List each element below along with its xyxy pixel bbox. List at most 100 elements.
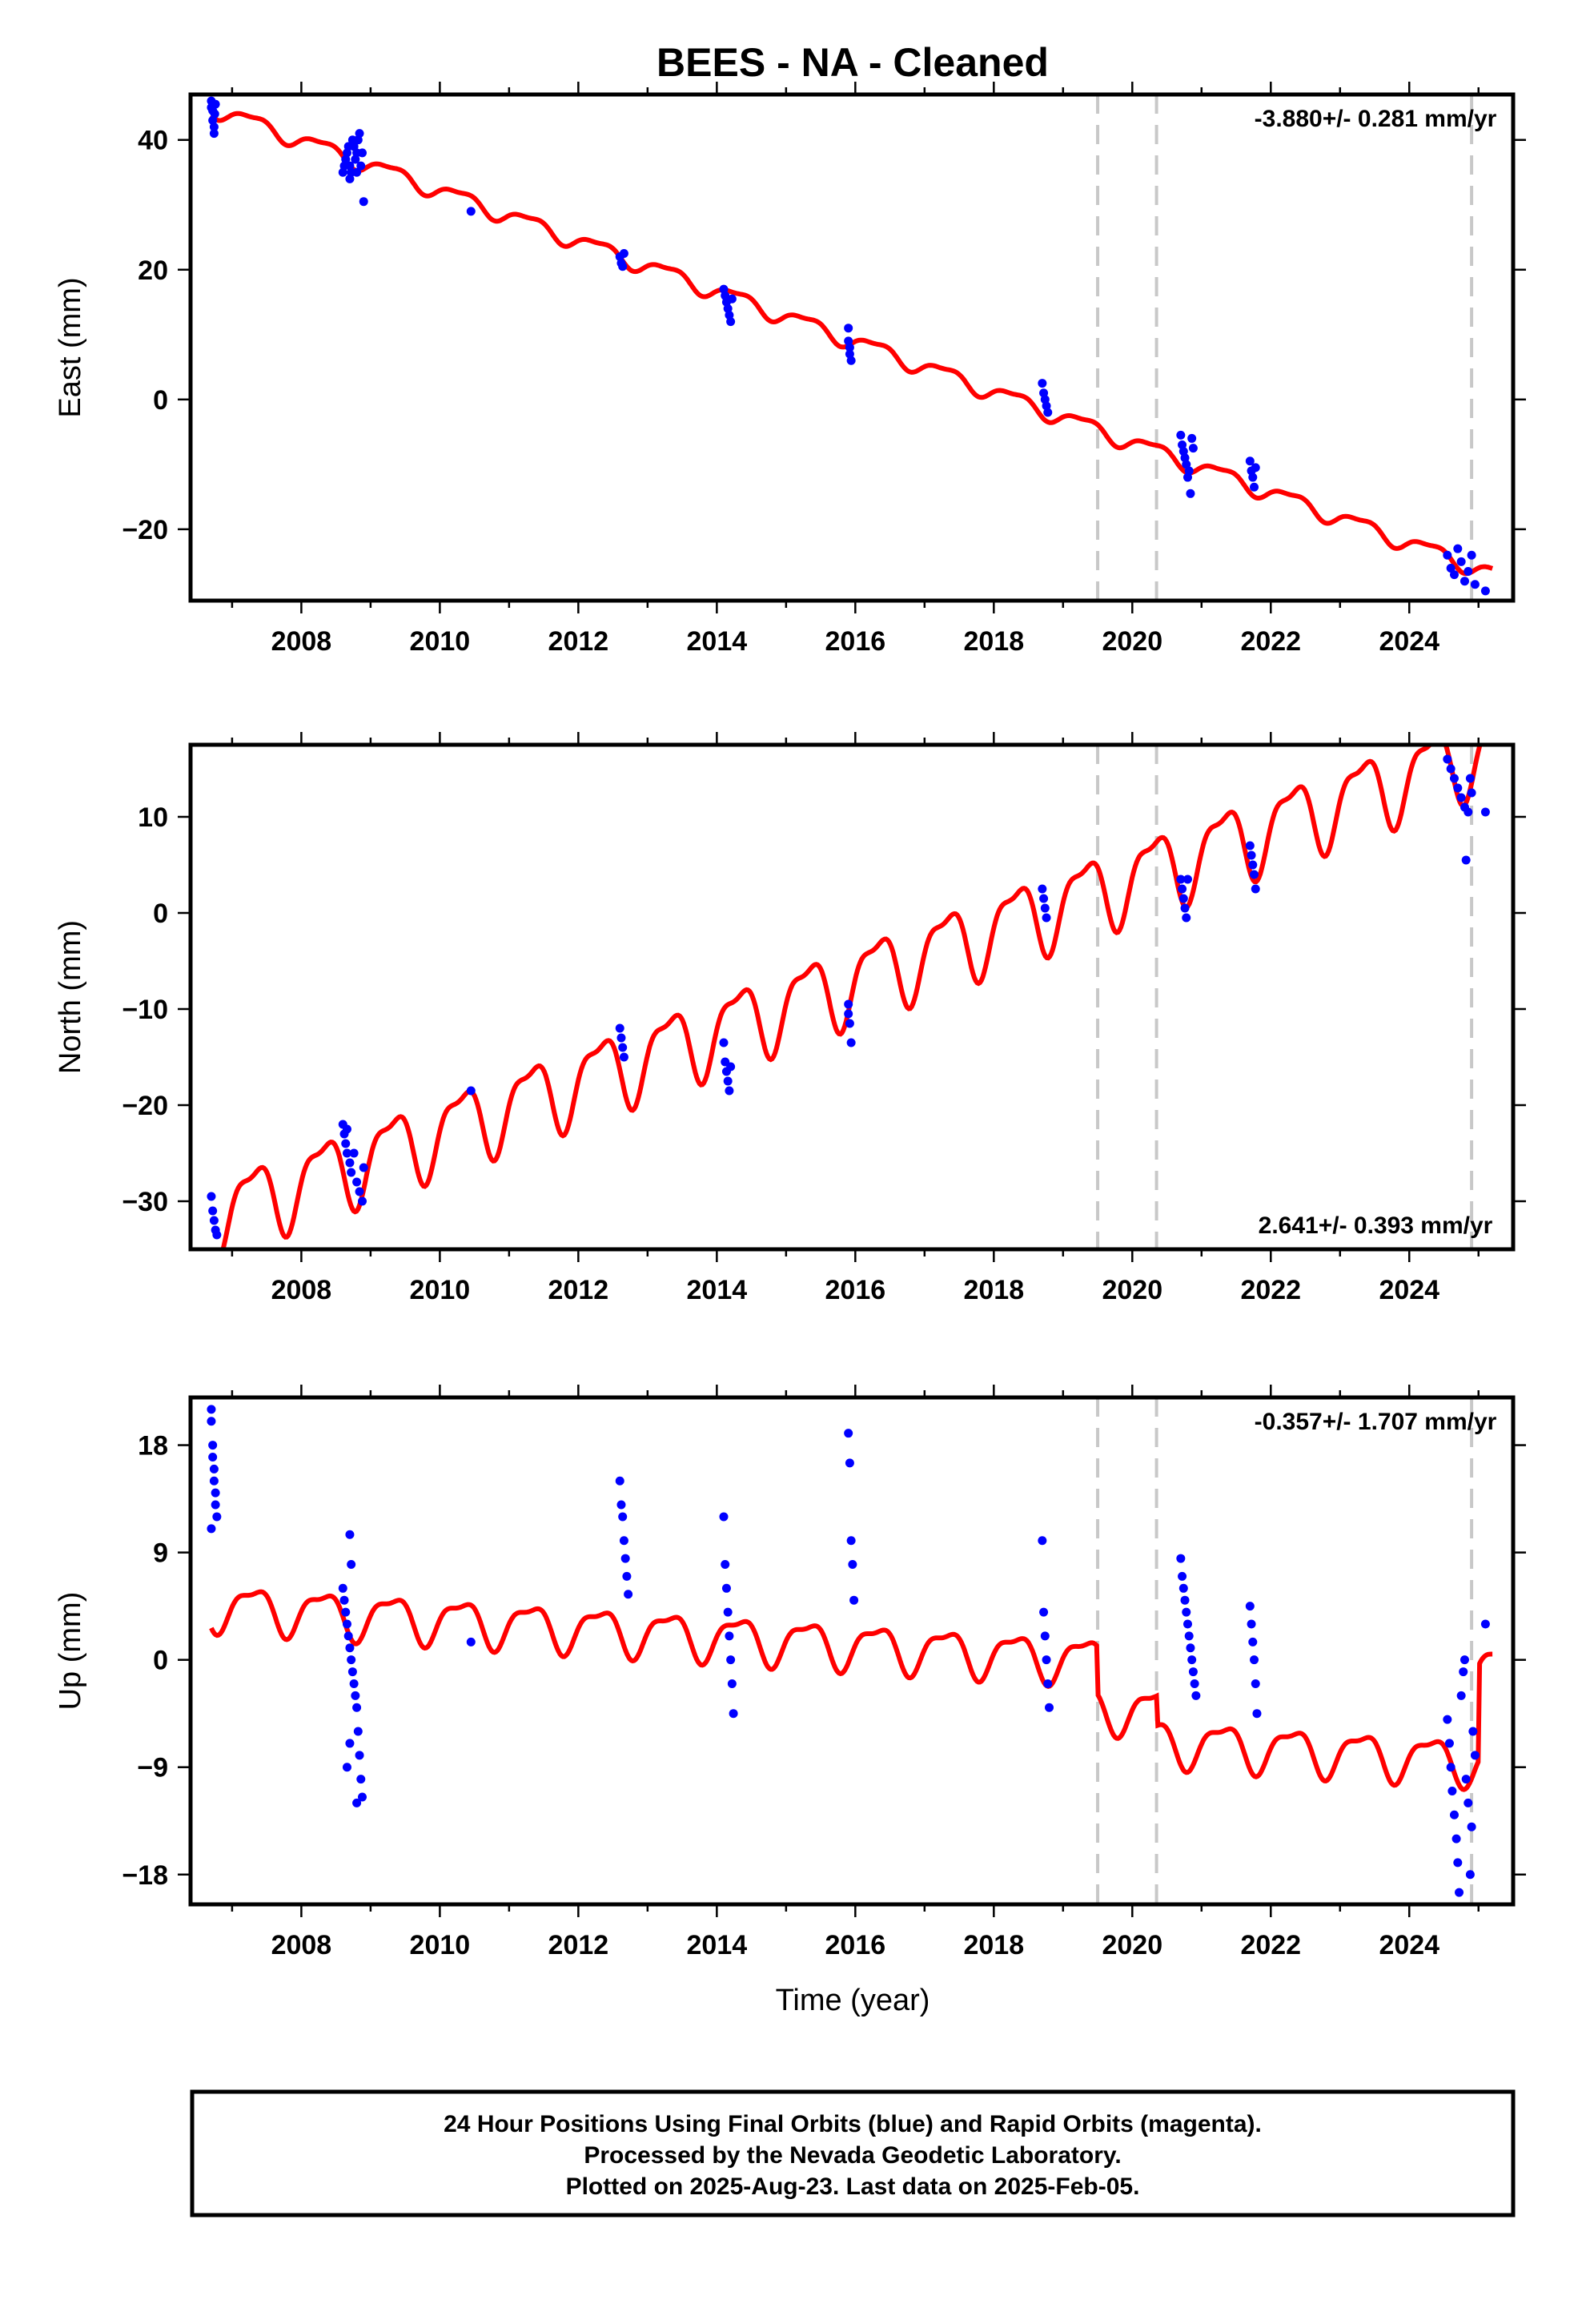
east-data-point (1456, 557, 1466, 566)
up-data-point (723, 1607, 733, 1617)
north-data-point (1446, 764, 1456, 774)
east-data-point (1464, 567, 1473, 577)
up-data-point (615, 1476, 624, 1486)
up-data-point (1452, 1834, 1461, 1844)
y-tick-label: −9 (137, 1753, 168, 1783)
north-data-point (1251, 884, 1260, 894)
x-tick-label: 2018 (963, 1275, 1024, 1305)
north-data-point (341, 1139, 351, 1148)
x-tick-label: 2012 (548, 626, 609, 657)
x-tick-label: 2008 (271, 1275, 332, 1305)
up-data-point (1186, 1643, 1195, 1653)
x-tick-label: 2024 (1379, 1930, 1439, 1960)
up-data-point (355, 1751, 364, 1760)
plot-frame (188, 92, 1516, 603)
rate-label: -3.880+/- 0.281 mm/yr (1255, 106, 1497, 132)
footer-line-2: Processed by the Nevada Geodetic Laborat… (584, 2142, 1121, 2169)
north-data-point (1247, 850, 1256, 860)
north-data-point (352, 1177, 362, 1187)
east-data-point (1038, 379, 1047, 388)
up-data-point (1247, 1619, 1256, 1629)
up-data-point (1443, 1715, 1452, 1724)
up-data-point (1453, 1858, 1463, 1868)
up-data-point (845, 1458, 854, 1468)
north-data-point (1465, 774, 1475, 783)
footer-box: 24 Hour Positions Using Final Orbits (bl… (190, 2089, 1516, 2217)
east-data-point (358, 148, 367, 158)
up-panel: 2008 2010 2012 2014 2016 2018 2020 2022 2024 18 9 0… (54, 1385, 1526, 1960)
north-data-point (342, 1124, 351, 1134)
north-data-point (1250, 870, 1259, 879)
x-tick-label: 2008 (271, 626, 332, 657)
up-data-point (727, 1679, 737, 1688)
up-data-point (1468, 1727, 1478, 1736)
north-data-point (208, 1206, 218, 1216)
up-data-point (345, 1530, 355, 1539)
up-data-point (1187, 1655, 1197, 1665)
up-data-point (622, 1571, 632, 1581)
east-data-point (1443, 550, 1452, 560)
up-data-point (1449, 1810, 1459, 1819)
up-data-point (1480, 1619, 1490, 1629)
up-data-point (848, 1560, 857, 1570)
up-data-point (1470, 1751, 1480, 1760)
east-data-point (1446, 563, 1456, 573)
up-data-point (345, 1643, 355, 1653)
x-tick-label: 2018 (963, 626, 1024, 657)
x-tick-label: 2024 (1379, 626, 1439, 657)
up-data-point (209, 1476, 219, 1486)
up-data-point (1184, 1631, 1194, 1641)
north-data-point (616, 1033, 626, 1043)
north-data-point (1464, 807, 1473, 817)
chart-title: BEES - NA - Cleaned (656, 40, 1049, 85)
y-tick-label: −18 (122, 1860, 168, 1891)
east-data-point (1245, 456, 1255, 466)
up-data-point (721, 1560, 730, 1570)
plot-frame (188, 742, 1516, 1252)
east-data-point (356, 161, 366, 171)
up-data-point (347, 1655, 356, 1665)
up-data-point (619, 1536, 628, 1546)
north-data-point (1245, 841, 1255, 850)
north-data-point (618, 1043, 628, 1052)
north-data-point (345, 1158, 355, 1168)
up-data-point (207, 1524, 216, 1534)
east-data-point (1251, 463, 1260, 472)
up-data-point (1245, 1602, 1255, 1611)
up-data-point (1040, 1631, 1050, 1641)
up-data-point (725, 1631, 734, 1641)
north-data-point (1178, 894, 1188, 903)
model-curve (209, 1589, 1493, 1792)
up-data-point (358, 1792, 367, 1802)
x-tick-label: 2020 (1102, 1275, 1162, 1305)
east-data-point (1188, 444, 1198, 453)
north-data-point (349, 1148, 359, 1158)
east-data-point (209, 129, 219, 139)
up-data-point (1461, 1775, 1471, 1784)
north-data-point (1453, 783, 1463, 793)
x-tick-label: 2016 (825, 1930, 886, 1960)
y-tick-label: 9 (153, 1538, 168, 1569)
east-data-point (1480, 586, 1490, 596)
east-data-point (1460, 577, 1469, 586)
up-data-point (1446, 1763, 1456, 1772)
up-data-point (1250, 1655, 1259, 1665)
up-data-point (353, 1727, 363, 1736)
up-data-point (849, 1595, 859, 1605)
up-data-point (342, 1763, 351, 1772)
x-tick-label: 2010 (410, 626, 471, 657)
up-data-point (349, 1679, 359, 1688)
north-data-point (615, 1023, 624, 1033)
up-data-point (726, 1655, 736, 1665)
north-data-point (359, 1163, 368, 1172)
east-data-point (1248, 472, 1258, 482)
north-data-point (844, 1009, 853, 1019)
x-tick-label: 2022 (1240, 1930, 1301, 1960)
up-data-point (352, 1798, 362, 1807)
up-data-point (844, 1429, 853, 1438)
up-data-point (1464, 1798, 1473, 1807)
y-tick-label: −20 (122, 515, 168, 545)
up-data-point (1444, 1739, 1454, 1748)
up-data-point (466, 1637, 476, 1647)
